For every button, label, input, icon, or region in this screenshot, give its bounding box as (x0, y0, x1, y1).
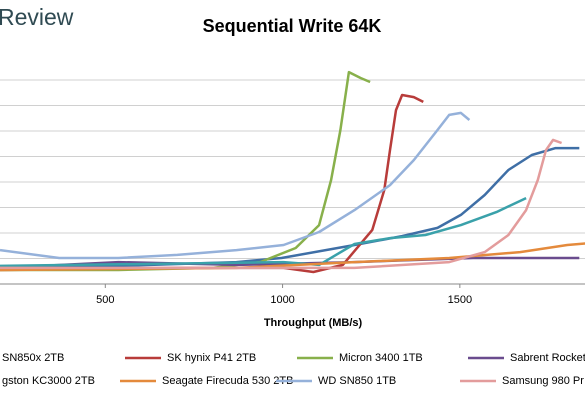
legend-label: gston KC3000 2TB (2, 375, 95, 387)
series-line (0, 93, 424, 274)
series-line (0, 196, 527, 268)
legend-label: Samsung 980 Pr (502, 375, 584, 387)
x-axis-title: Throughput (MB/s) (264, 317, 363, 329)
series-line (0, 70, 371, 272)
legend-label: Micron 3400 1TB (339, 352, 423, 364)
chart-title: Sequential Write 64K (203, 16, 382, 36)
legend-label: SN850x 2TB (2, 352, 64, 364)
x-tick-label: 1500 (448, 294, 472, 306)
series-line (0, 111, 471, 260)
x-tick-label: 500 (96, 294, 114, 306)
brand-logo: Review (0, 4, 74, 30)
x-tick-label: 1000 (270, 294, 294, 306)
legend-label: WD SN850 1TB (318, 375, 396, 387)
series-line (0, 138, 563, 270)
legend-label: Sabrent Rocket 4 (510, 352, 585, 364)
legend-label: SK hynix P41 2TB (167, 352, 256, 364)
legend-label: Seagate Firecuda 530 2TB (162, 375, 293, 387)
